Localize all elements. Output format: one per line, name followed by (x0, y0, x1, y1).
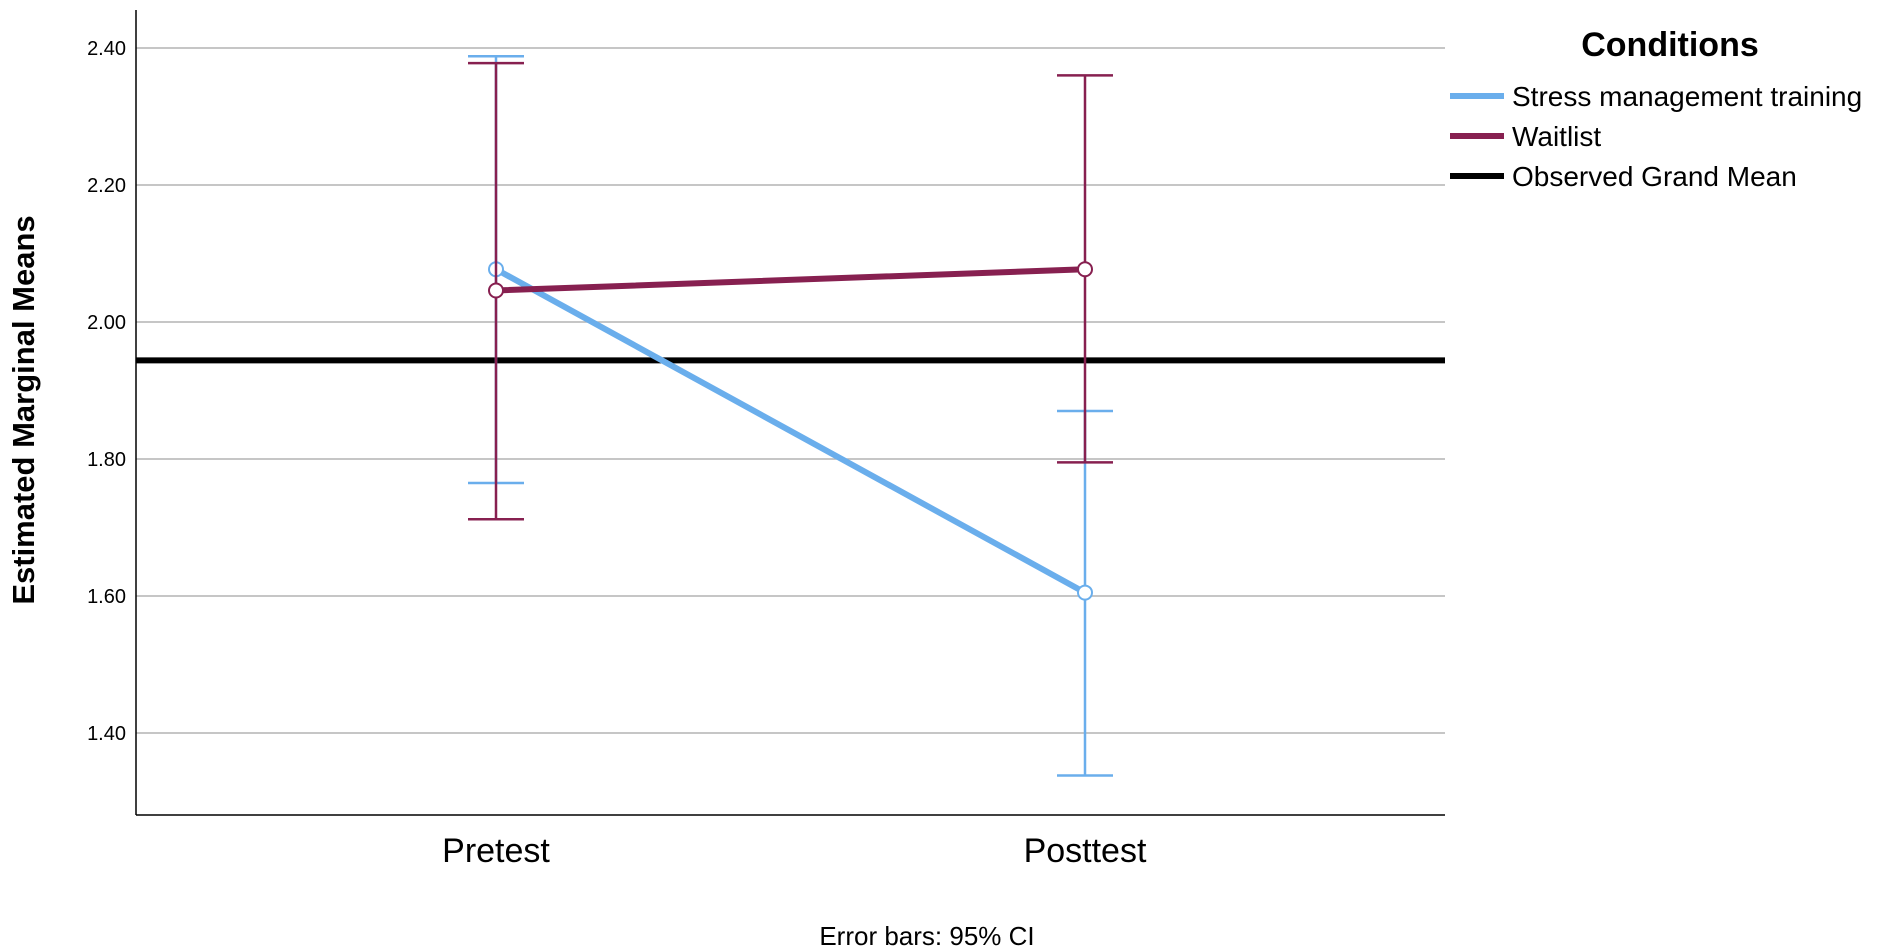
legend-label-grand-mean: Observed Grand Mean (1512, 161, 1797, 192)
y-axis-title: Estimated Marginal Means (6, 215, 41, 604)
category-labels: Pretest Posttest (442, 832, 1147, 870)
x-category-label-pretest: Pretest (442, 832, 550, 870)
y-tick-label-2.20: 2.20 (87, 175, 126, 197)
x-category-label-posttest: Posttest (1024, 832, 1147, 870)
point-waitlist-posttest (1077, 261, 1093, 278)
y-tick-label-2.40: 2.40 (87, 38, 126, 60)
tick-labels: 1.40 1.60 1.80 2.00 2.20 2.40 (87, 38, 126, 745)
point-waitlist-pretest (488, 282, 504, 299)
y-tick-label-1.40: 1.40 (87, 723, 126, 745)
legend-label-stress-management: Stress management training (1512, 81, 1862, 112)
error-bar-note: Error bars: 95% CI (819, 921, 1034, 951)
y-tick-label-1.60: 1.60 (87, 586, 126, 608)
series-line-stress-management (493, 266, 1088, 596)
series-waitlist (468, 61, 1113, 521)
axes (135, 10, 1445, 816)
series-layer (468, 54, 1113, 777)
point-stress-management-posttest (1077, 584, 1093, 601)
gridlines (136, 47, 1445, 734)
y-tick-label-1.80: 1.80 (87, 449, 126, 471)
legend: Conditions Stress management training Wa… (1450, 26, 1862, 192)
y-tick-label-2.00: 2.00 (87, 312, 126, 334)
series-stress-management (468, 54, 1113, 777)
series-line-waitlist (493, 266, 1088, 294)
legend-title: Conditions (1581, 26, 1759, 64)
legend-label-waitlist: Waitlist (1512, 121, 1601, 152)
